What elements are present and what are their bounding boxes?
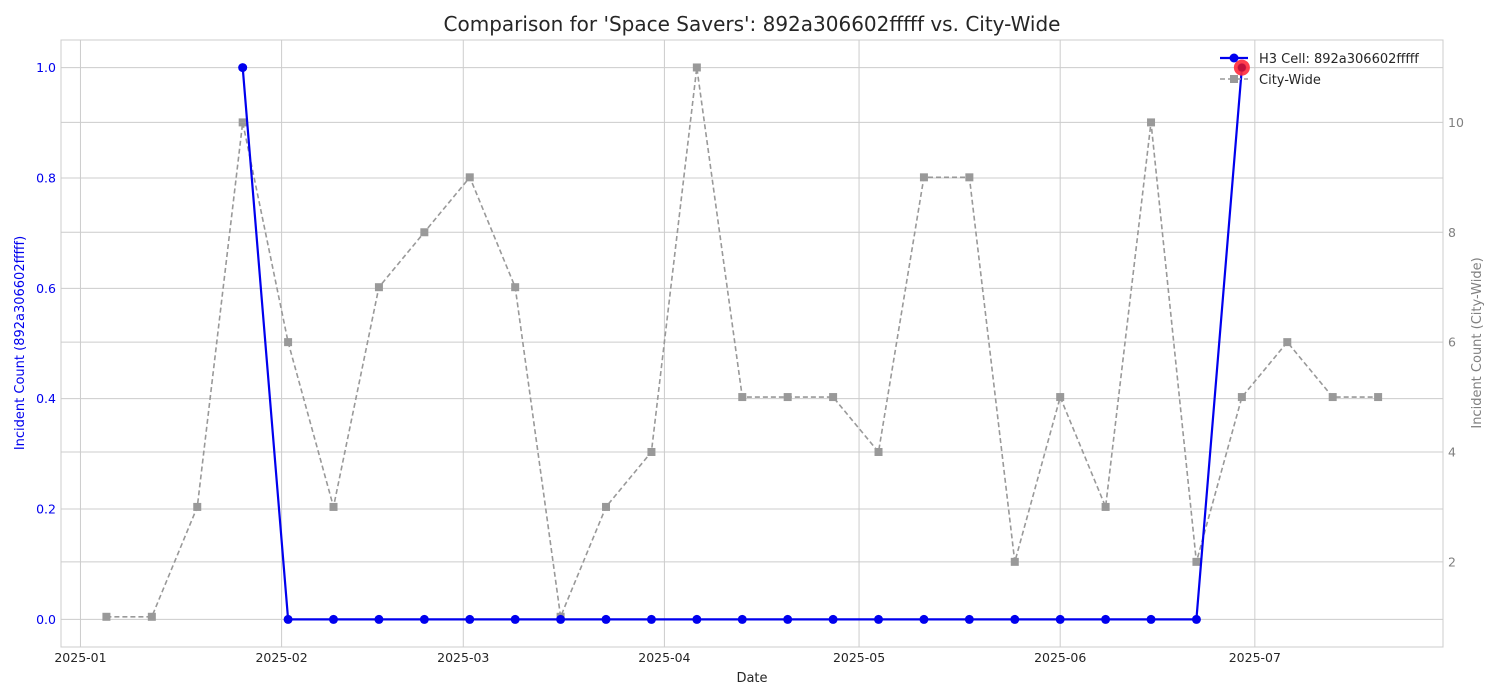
h3-cell-point xyxy=(964,614,974,624)
y-tick-label-right: 8 xyxy=(1448,225,1456,240)
y-tick-label-left: 0.2 xyxy=(36,502,56,517)
x-tick-label: 2025-07 xyxy=(1229,650,1281,665)
h3-cell-point xyxy=(692,614,702,624)
city-wide-point xyxy=(238,118,247,127)
h3-cell-point xyxy=(419,614,429,624)
tick-labels: 2025-01 2025-02 2025-03 2025-04 2025-05 2025-… xyxy=(36,60,1464,665)
x-axis-label: Date xyxy=(736,671,767,686)
city-wide-point xyxy=(1237,393,1246,402)
h3-cell-point xyxy=(1010,614,1020,624)
city-wide-point xyxy=(465,173,474,182)
city-wide-point xyxy=(1056,393,1065,402)
h3-cell-point xyxy=(1146,614,1156,624)
h3-cell-point xyxy=(919,614,929,624)
h3-cell-point xyxy=(374,614,384,624)
y-tick-label-right: 4 xyxy=(1448,444,1456,459)
h3-cell-point xyxy=(510,614,520,624)
city-wide-point xyxy=(692,63,701,72)
city-wide-point xyxy=(1283,338,1292,347)
x-tick-label: 2025-06 xyxy=(1034,650,1086,665)
city-wide-point xyxy=(1328,393,1337,402)
h3-cell-point xyxy=(283,614,293,624)
city-wide-point xyxy=(829,393,838,402)
h3-cell-point xyxy=(465,614,475,624)
city-wide-point xyxy=(284,338,293,347)
y-tick-label-right: 6 xyxy=(1448,335,1456,350)
h3-cell-point xyxy=(874,614,884,624)
city-wide-point xyxy=(965,173,974,182)
city-wide-point xyxy=(193,502,202,511)
city-wide-point xyxy=(1374,393,1383,402)
plot-frame xyxy=(60,39,1444,648)
city-wide-point xyxy=(420,228,429,237)
series-layer xyxy=(102,59,1383,624)
y-tick-label-left: 1.0 xyxy=(36,60,56,75)
h3-cell-point xyxy=(737,614,747,624)
h3-cell-point xyxy=(1191,614,1201,624)
h3-cell-point xyxy=(601,614,611,624)
legend-cell-marker xyxy=(1229,53,1239,63)
legend-city-label: City-Wide xyxy=(1259,73,1321,88)
city-wide-point xyxy=(1101,502,1110,511)
city-wide-point xyxy=(647,447,656,456)
highlight-marker-center xyxy=(1237,63,1246,72)
city-wide-point xyxy=(511,283,520,292)
h3-cell-point xyxy=(238,63,248,73)
city-wide-point xyxy=(874,447,883,456)
h3-cell-point xyxy=(556,614,566,624)
x-tick-label: 2025-04 xyxy=(638,650,690,665)
city-wide-point xyxy=(602,502,611,511)
legend-city-marker xyxy=(1230,75,1238,83)
y-tick-label-right: 10 xyxy=(1448,115,1464,130)
h3-cell-point xyxy=(329,614,339,624)
city-wide-point xyxy=(919,173,928,182)
h3-cell-point xyxy=(1101,614,1111,624)
chart-title: Comparison for 'Space Savers': 892a30660… xyxy=(444,12,1061,36)
h3-cell-point xyxy=(646,614,656,624)
y-tick-label-left: 0.0 xyxy=(36,612,56,627)
x-tick-label: 2025-05 xyxy=(833,650,885,665)
city-wide-point xyxy=(1192,557,1201,566)
city-wide-point xyxy=(374,283,383,292)
h3-cell-point xyxy=(1055,614,1065,624)
x-tick-label: 2025-01 xyxy=(54,650,106,665)
x-tick-label: 2025-02 xyxy=(255,650,307,665)
y-tick-label-left: 0.8 xyxy=(36,170,56,185)
y-axis-label-right: Incident Count (City-Wide) xyxy=(1470,257,1485,428)
legend-cell-label: H3 Cell: 892a306602fffff xyxy=(1259,52,1419,67)
y-tick-label-right: 2 xyxy=(1448,554,1456,569)
city-wide-point xyxy=(1147,118,1156,127)
h3-cell-point xyxy=(828,614,838,624)
city-wide-point xyxy=(738,393,747,402)
legend: H3 Cell: 892a306602fffff City-Wide xyxy=(1220,52,1419,88)
y-tick-label-left: 0.6 xyxy=(36,281,56,296)
city-wide-point xyxy=(329,502,338,511)
city-wide-point xyxy=(1010,557,1019,566)
h3-cell-point xyxy=(783,614,793,624)
y-axis-label-left: Incident Count (892a306602fffff) xyxy=(13,236,28,450)
x-tick-label: 2025-03 xyxy=(437,650,489,665)
y-tick-label-left: 0.4 xyxy=(36,391,56,406)
city-wide-point xyxy=(102,612,111,621)
city-wide-point xyxy=(783,393,792,402)
city-wide-point xyxy=(147,612,156,621)
